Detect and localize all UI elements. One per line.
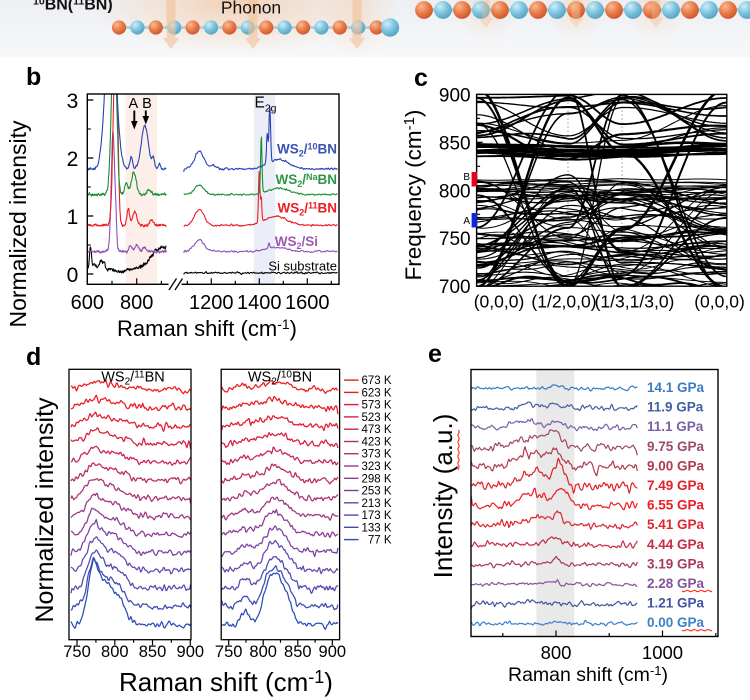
svg-text:6.55 GPa: 6.55 GPa <box>647 498 705 513</box>
svg-text:5.41 GPa: 5.41 GPa <box>647 517 705 532</box>
svg-text:423 K: 423 K <box>362 437 392 449</box>
svg-text:b: b <box>26 63 41 91</box>
svg-text:Normalized intensity: Normalized intensity <box>31 397 59 623</box>
svg-text:0: 0 <box>67 264 79 287</box>
svg-text:1200: 1200 <box>189 292 234 314</box>
svg-text:800: 800 <box>439 181 471 202</box>
svg-text:Intensity (a.u.): Intensity (a.u.) <box>428 414 458 579</box>
svg-text:WS2/10BN: WS2/10BN <box>277 142 337 159</box>
svg-text:Raman shift (cm-1): Raman shift (cm-1) <box>119 667 333 697</box>
svg-text:4.44 GPa: 4.44 GPa <box>647 537 705 552</box>
svg-text:2.28 GPa: 2.28 GPa <box>647 576 705 591</box>
svg-text:900: 900 <box>177 643 205 661</box>
svg-text:253 K: 253 K <box>362 486 392 498</box>
svg-text:750: 750 <box>63 643 91 661</box>
svg-text:850: 850 <box>139 643 167 661</box>
svg-text:WS2/10BN: WS2/10BN <box>248 370 312 388</box>
svg-text:800: 800 <box>541 642 572 663</box>
svg-text:523 K: 523 K <box>362 412 392 424</box>
svg-text:473 K: 473 K <box>362 424 392 436</box>
svg-text:WS2/NaBN: WS2/NaBN <box>275 172 337 189</box>
svg-text:Phonon: Phonon <box>221 0 281 18</box>
svg-text:B: B <box>142 96 152 112</box>
svg-text:298 K: 298 K <box>362 473 392 485</box>
svg-text:9.00 GPa: 9.00 GPa <box>647 458 705 473</box>
svg-text:11.9 GPa: 11.9 GPa <box>647 400 704 415</box>
svg-text:B: B <box>463 172 470 183</box>
svg-text:WS2/Si: WS2/Si <box>275 234 318 251</box>
svg-text:623 K: 623 K <box>362 387 392 399</box>
svg-text:600: 600 <box>71 292 104 314</box>
svg-text:573 K: 573 K <box>362 400 392 412</box>
svg-text:900: 900 <box>319 643 347 661</box>
svg-text:77 K: 77 K <box>368 535 392 547</box>
svg-text:A: A <box>128 96 138 112</box>
svg-text:900: 900 <box>439 85 471 106</box>
svg-text:213 K: 213 K <box>362 498 392 510</box>
svg-text:800: 800 <box>249 643 277 661</box>
svg-text:800: 800 <box>101 643 129 661</box>
svg-text:Si substrate: Si substrate <box>268 259 337 274</box>
svg-text:850: 850 <box>439 133 471 154</box>
svg-text:323 K: 323 K <box>362 461 392 473</box>
svg-text:(0,0,0): (0,0,0) <box>694 292 745 312</box>
svg-text:(1/2,0,0): (1/2,0,0) <box>531 292 596 312</box>
svg-text:7.49 GPa: 7.49 GPa <box>647 478 705 493</box>
svg-text:3.19 GPa: 3.19 GPa <box>647 556 705 571</box>
svg-text:133 K: 133 K <box>362 522 392 534</box>
svg-text:700: 700 <box>439 277 471 298</box>
svg-text:1400: 1400 <box>237 292 282 314</box>
svg-text:3: 3 <box>67 90 79 113</box>
svg-text:Raman shift (cm-1): Raman shift (cm-1) <box>508 663 668 686</box>
svg-text:A: A <box>463 216 470 227</box>
svg-text:1.21 GPa: 1.21 GPa <box>647 596 705 611</box>
svg-text:673 K: 673 K <box>362 375 392 387</box>
svg-text:173 K: 173 K <box>362 510 392 522</box>
svg-text:750: 750 <box>215 643 243 661</box>
svg-text:0.00 GPa: 0.00 GPa <box>647 615 705 630</box>
svg-text:e: e <box>428 340 442 368</box>
svg-text:Frequency (cm-1): Frequency (cm-1) <box>401 110 426 281</box>
svg-text:Normalized intensity: Normalized intensity <box>5 120 31 328</box>
svg-text:9.75 GPa: 9.75 GPa <box>647 439 705 454</box>
svg-text:c: c <box>414 64 428 92</box>
svg-text:WS2/11BN: WS2/11BN <box>101 370 165 388</box>
svg-text:(0,0,0): (0,0,0) <box>474 292 525 312</box>
svg-text:1000: 1000 <box>642 642 683 663</box>
svg-text:WS2/11BN: WS2/11BN <box>277 201 337 218</box>
svg-text:850: 850 <box>284 643 312 661</box>
svg-text:(1/3,1/3,0): (1/3,1/3,0) <box>595 292 675 312</box>
svg-text:2: 2 <box>67 148 79 171</box>
svg-text:11.1 GPa: 11.1 GPa <box>647 419 704 434</box>
svg-text:d: d <box>26 343 41 371</box>
svg-text:1600: 1600 <box>285 292 330 314</box>
svg-text:Raman shift (cm-1): Raman shift (cm-1) <box>117 316 297 341</box>
svg-text:373 K: 373 K <box>362 449 392 461</box>
svg-text:1: 1 <box>67 206 79 229</box>
svg-text:10BN(11BN): 10BN(11BN) <box>33 0 113 14</box>
svg-text:14.1 GPa: 14.1 GPa <box>647 380 705 395</box>
svg-text:750: 750 <box>439 229 471 250</box>
svg-text:800: 800 <box>120 292 153 314</box>
